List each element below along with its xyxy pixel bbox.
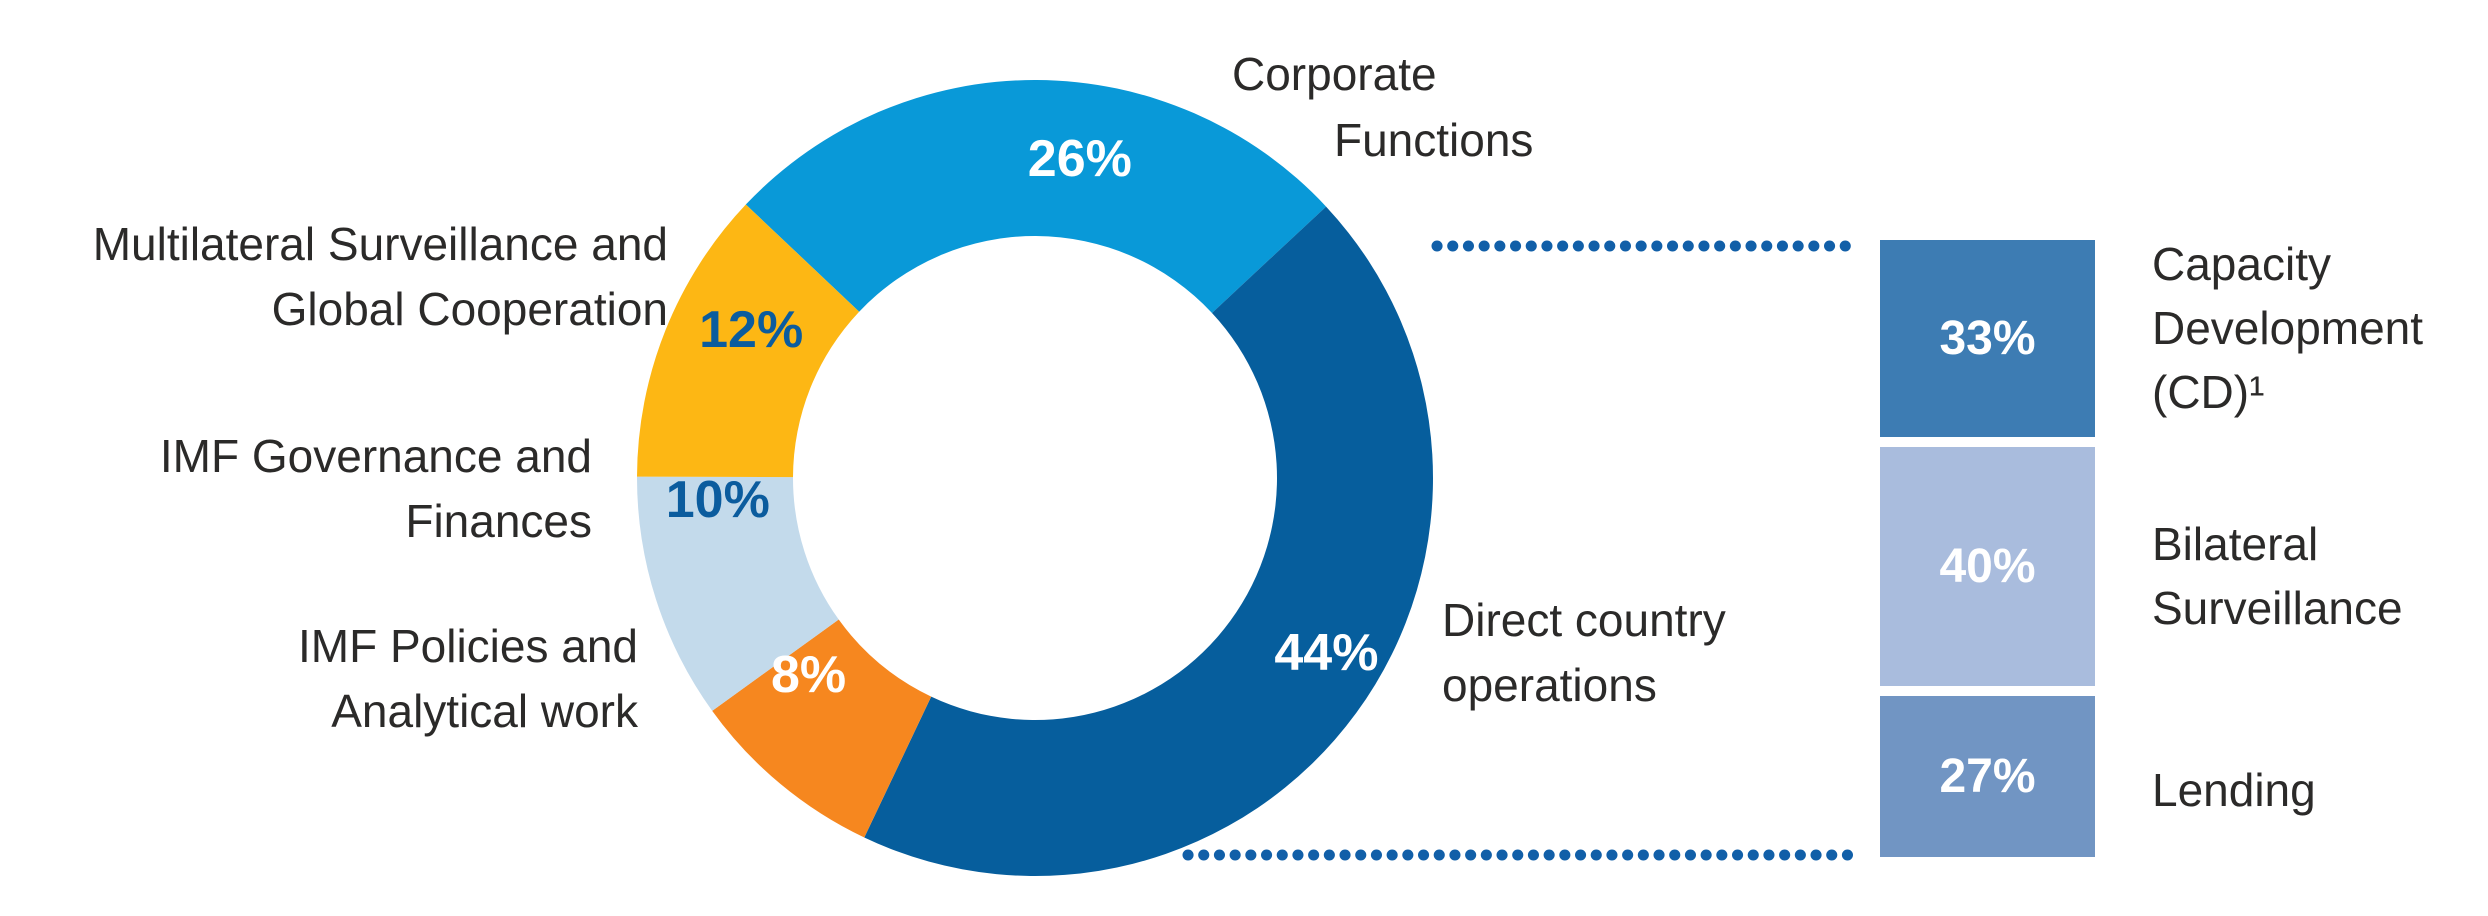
bar-pct-bilateral-surveillance: 40% [1939, 540, 2036, 593]
donut-pct-corporate-functions: 26% [1027, 130, 1132, 189]
donut-pct-direct-country-operations: 44% [1274, 624, 1379, 683]
bar-pct-lending: 27% [1939, 750, 2036, 803]
label-direct-country-operations: Direct country operations [1442, 588, 1726, 718]
label-capacity-development-line3: (CD)¹ [2152, 366, 2265, 418]
label-corporate-functions-line2: Functions [1334, 114, 1534, 166]
label-imf-policies-line2: Analytical work [331, 685, 638, 737]
label-capacity-development: Capacity Development (CD)¹ [2152, 232, 2423, 424]
breakdown-stacked-bar: 33% 40% 27% [1880, 240, 2095, 857]
label-multilateral-surveillance-line1: Multilateral Surveillance and [92, 218, 668, 270]
label-bilateral-surveillance-line1: Bilateral [2152, 518, 2319, 570]
label-direct-country-operations-line1: Direct country [1442, 594, 1726, 646]
label-bilateral-surveillance-line2: Surveillance [2152, 582, 2403, 634]
donut-pct-imf-policies-and-analytical-work: 8% [771, 645, 847, 704]
label-imf-policies: IMF Policies and Analytical work [298, 614, 638, 744]
donut-segment-corporate-functions [745, 80, 1327, 313]
donut-pct-multilateral-surveillance-and-global-cooperation: 12% [699, 301, 804, 360]
label-corporate-functions-line1: Corporate [1232, 48, 1437, 100]
donut-pct-imf-governance-and-finances: 10% [665, 471, 770, 530]
label-bilateral-surveillance: Bilateral Surveillance [2152, 512, 2403, 640]
donut-segment-imf-governance-and-finances [637, 476, 839, 711]
donut-segment-multilateral-surveillance-and-global-cooperation [637, 204, 860, 478]
label-multilateral-surveillance: Multilateral Surveillance and Global Coo… [93, 212, 668, 342]
bar-pct-capacity-development-cd: 33% [1939, 312, 2036, 365]
label-multilateral-surveillance-line2: Global Cooperation [271, 283, 668, 335]
bar-block-bilateral-surveillance: 40% [1880, 447, 2095, 686]
bar-block-lending: 27% [1880, 696, 2095, 857]
label-lending-line1: Lending [2152, 764, 2316, 816]
donut-segment-imf-policies-and-analytical-work [712, 619, 932, 838]
label-direct-country-operations-line2: operations [1442, 659, 1657, 711]
label-imf-governance-line1: IMF Governance and [159, 430, 592, 482]
label-imf-governance-line2: Finances [405, 495, 592, 547]
label-imf-governance: IMF Governance and Finances [160, 424, 592, 554]
label-imf-policies-line1: IMF Policies and [297, 620, 638, 672]
donut-segment-direct-country-operations [864, 206, 1433, 876]
label-capacity-development-line2: Development [2152, 302, 2424, 354]
label-lending: Lending [2152, 758, 2316, 822]
bar-block-capacity-development-cd: 33% [1880, 240, 2095, 437]
label-capacity-development-line1: Capacity [2152, 238, 2331, 290]
